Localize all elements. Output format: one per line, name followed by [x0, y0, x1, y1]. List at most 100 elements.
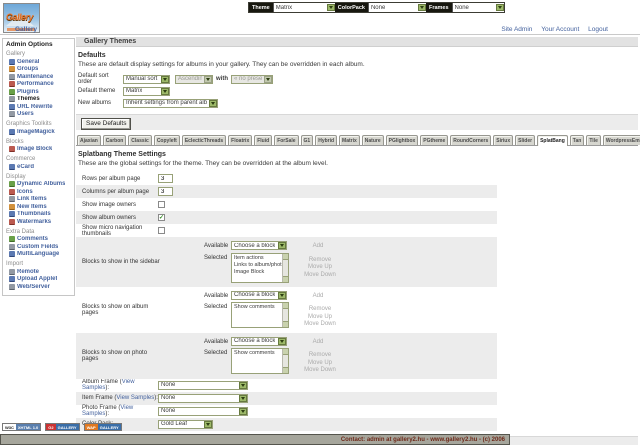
sidebar-item-multilanguage[interactable]: MultiLanguage: [6, 251, 73, 259]
blocks-photo-moveup-link[interactable]: Move Up: [307, 359, 332, 366]
blocks-sidebar-available-select[interactable]: Choose a block: [231, 241, 287, 250]
sidebar-item-performance[interactable]: Performance: [6, 81, 73, 89]
listbox-scrollbar[interactable]: [282, 349, 288, 373]
item-frame-select[interactable]: None: [158, 393, 248, 403]
show-image-owners-checkbox[interactable]: [158, 201, 165, 208]
tab-eclecticthreads[interactable]: EclecticThreads: [181, 135, 227, 145]
tab-ajaxian[interactable]: Ajaxian: [77, 135, 101, 145]
item-frame-view-samples-link[interactable]: View Samples: [116, 395, 155, 401]
album-frame-view-samples-link[interactable]: View Samples: [82, 379, 135, 391]
selected-block-option[interactable]: Item actions: [234, 254, 264, 261]
rows-per-page-input[interactable]: [158, 174, 173, 183]
sidebar-item-upload-applet[interactable]: Upload Applet: [6, 276, 73, 284]
listbox-scrollbar[interactable]: [282, 303, 288, 327]
sidebar-item-comments[interactable]: Comments: [6, 236, 73, 244]
blocks-photo-movedown-link[interactable]: Move Down: [304, 367, 336, 373]
sort-direction-select[interactable]: Ascending: [175, 74, 213, 84]
tab-floatrix[interactable]: Floatrix: [228, 135, 253, 145]
tab-siriux[interactable]: Siriux: [493, 135, 514, 145]
blocks-photo-available-select[interactable]: Choose a block: [231, 336, 287, 346]
blocks-album-moveup-link[interactable]: Move Up: [307, 313, 332, 320]
default-theme-select[interactable]: Matrix: [123, 86, 170, 96]
selected-block-option[interactable]: Image Block: [234, 268, 265, 275]
selected-block-option[interactable]: Show comments: [234, 304, 275, 310]
breadcrumb[interactable]: Gallery: [15, 26, 38, 33]
tab-roundcorners[interactable]: RoundCorners: [450, 135, 492, 145]
frames-select[interactable]: None: [451, 3, 504, 12]
tab-carbon[interactable]: Carbon: [102, 135, 127, 145]
gallery-logo[interactable]: Gallery: [3, 3, 40, 33]
scroll-down-icon[interactable]: [283, 367, 288, 373]
sort-order-select[interactable]: Manual sort order: [123, 74, 170, 84]
sidebar-item-dynamic-albums[interactable]: Dynamic Albums: [6, 181, 73, 189]
photo-frame-select[interactable]: None: [158, 406, 248, 416]
album-frame-select[interactable]: None: [158, 380, 248, 390]
tab-nature[interactable]: Nature: [361, 135, 384, 145]
tab-slider[interactable]: Slider: [515, 135, 536, 145]
wap-gallery-badge[interactable]: WAP GALLERY: [83, 423, 122, 431]
show-album-owners-checkbox[interactable]: ✓: [158, 214, 165, 221]
blocks-photo-remove-link[interactable]: Remove: [308, 352, 332, 358]
blocks-sidebar-movedown-link[interactable]: Move Down: [304, 271, 336, 278]
sidebar-item-web-server[interactable]: Web/Server: [6, 283, 73, 291]
tab-fluid[interactable]: Fluid: [254, 135, 273, 145]
save-defaults-button[interactable]: Save Defaults: [81, 118, 132, 130]
sidebar-item-imagemagick[interactable]: ImageMagick: [6, 128, 73, 136]
blocks-album-available-select[interactable]: Choose a block: [231, 290, 287, 300]
photo-frame-view-samples-link[interactable]: View Samples: [82, 405, 134, 417]
blocks-photo-add-link[interactable]: Add: [312, 338, 324, 345]
show-micro-nav-checkbox[interactable]: [158, 227, 165, 234]
tab-g1[interactable]: G1: [300, 135, 314, 145]
sidebar-item-themes[interactable]: Themes: [6, 96, 73, 104]
sidebar-item-users[interactable]: Users: [6, 111, 73, 119]
tab-copyleft[interactable]: Copyleft: [153, 135, 180, 145]
tab-tile[interactable]: Tile: [586, 135, 601, 145]
selected-block-option[interactable]: Links to album/photo peers: [234, 261, 288, 268]
your-account-link[interactable]: Your Account: [541, 26, 580, 33]
sidebar-item-url-rewrite[interactable]: URL Rewrite: [6, 103, 73, 111]
new-albums-select[interactable]: Inherit settings from parent album: [123, 98, 218, 108]
blocks-album-movedown-link[interactable]: Move Down: [304, 321, 336, 327]
sidebar-item-plugins[interactable]: Plugins: [6, 88, 73, 96]
scroll-up-icon[interactable]: [283, 349, 288, 355]
blocks-sidebar-selected-listbox[interactable]: Item actions Links to album/photo peers …: [231, 252, 289, 283]
blocks-sidebar-add-link[interactable]: Add: [312, 243, 324, 249]
sidebar-item-link-items[interactable]: Link Items: [6, 196, 73, 204]
sidebar-item-general[interactable]: General: [6, 58, 73, 66]
sidebar-item-new-items[interactable]: New Items: [6, 203, 73, 211]
scroll-down-icon[interactable]: [283, 321, 288, 327]
sidebar-item-groups[interactable]: Groups: [6, 66, 73, 74]
tab-pglightbox[interactable]: PGlightbox: [385, 135, 419, 145]
selected-block-option[interactable]: Show comments: [234, 350, 275, 356]
tab-pgtheme[interactable]: PGtheme: [420, 135, 449, 145]
scroll-down-icon[interactable]: [283, 275, 288, 282]
tab-hybrid[interactable]: Hybrid: [315, 135, 338, 145]
sidebar-item-remote[interactable]: Remote: [6, 268, 73, 276]
scroll-up-icon[interactable]: [283, 303, 288, 309]
sidebar-item-thumbnails[interactable]: Thumbnails: [6, 211, 73, 219]
sidebar-item-maintenance[interactable]: Maintenance: [6, 73, 73, 81]
blocks-album-selected-listbox[interactable]: Show comments: [231, 302, 289, 328]
sidebar-item-watermarks[interactable]: Watermarks: [6, 218, 73, 226]
blocks-album-add-link[interactable]: Add: [312, 292, 324, 299]
tab-tan[interactable]: Tan: [569, 135, 585, 145]
color-pack-select[interactable]: Gold Leaf: [158, 419, 213, 429]
sidebar-item-icons[interactable]: Icons: [6, 188, 73, 196]
sort-preset-select[interactable]: « no preset »: [231, 74, 273, 84]
sidebar-item-ecard[interactable]: eCard: [6, 163, 73, 171]
sidebar-item-custom-fields[interactable]: Custom Fields: [6, 243, 73, 251]
blocks-album-remove-link[interactable]: Remove: [308, 306, 332, 312]
scroll-up-icon[interactable]: [283, 253, 288, 260]
xhtml-badge[interactable]: W3C XHTML 1.0: [2, 423, 42, 431]
tab-classic[interactable]: Classic: [128, 135, 152, 145]
tab-wordpressembedded[interactable]: WordpressEmbedded: [602, 135, 640, 145]
blocks-photo-selected-listbox[interactable]: Show comments: [231, 348, 289, 374]
blocks-sidebar-moveup-link[interactable]: Move Up: [307, 264, 332, 270]
colorpack-select[interactable]: None: [367, 3, 426, 12]
logout-link[interactable]: Logout: [588, 26, 608, 33]
blocks-sidebar-remove-link[interactable]: Remove: [308, 256, 332, 263]
theme-select[interactable]: Matrix: [272, 3, 335, 12]
tab-matrix[interactable]: Matrix: [339, 135, 360, 145]
gallery-badge[interactable]: G2 GALLERY: [45, 423, 80, 431]
listbox-scrollbar[interactable]: [282, 253, 288, 282]
